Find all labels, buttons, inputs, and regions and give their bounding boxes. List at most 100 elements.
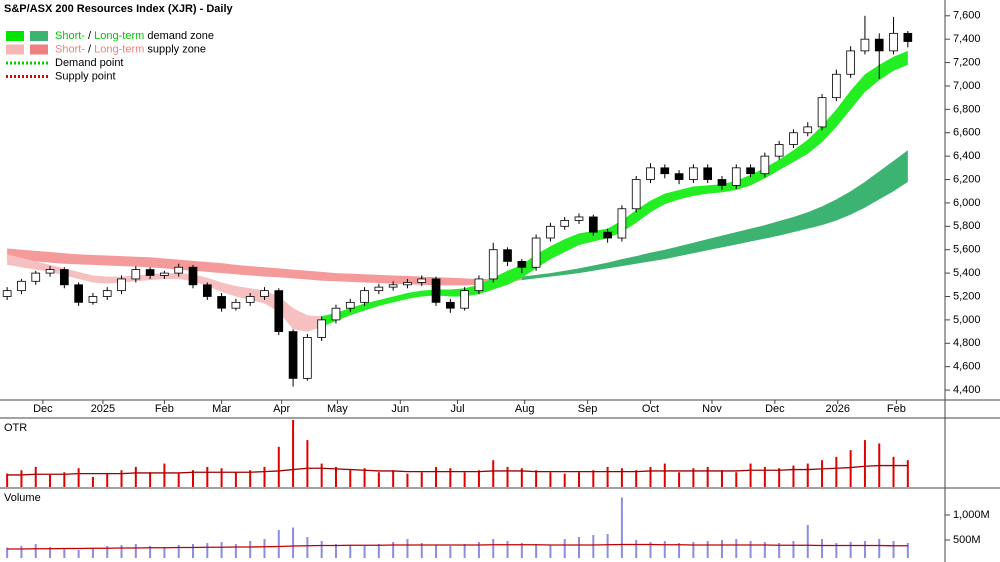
bar bbox=[49, 474, 52, 487]
bar bbox=[520, 543, 523, 558]
bar bbox=[63, 472, 66, 487]
bar bbox=[406, 539, 409, 558]
bar bbox=[20, 470, 23, 487]
bar bbox=[549, 472, 552, 487]
bar bbox=[563, 539, 566, 558]
x-tick-label: Apr bbox=[273, 403, 290, 415]
candle-body bbox=[731, 167, 741, 186]
legend-label: Demand point bbox=[55, 57, 124, 69]
bar bbox=[835, 456, 838, 487]
legend-swatch bbox=[30, 31, 48, 41]
candle-body bbox=[674, 173, 684, 180]
bar bbox=[778, 468, 781, 487]
bar bbox=[220, 542, 223, 558]
x-tick-label: Feb bbox=[887, 403, 906, 415]
bar bbox=[635, 470, 638, 487]
bar bbox=[449, 546, 452, 558]
bar bbox=[606, 534, 609, 558]
candle-body bbox=[546, 225, 555, 239]
bar bbox=[49, 547, 52, 558]
y-tick-label: 6,600 bbox=[953, 127, 981, 139]
bar bbox=[77, 550, 80, 558]
zone-band bbox=[7, 254, 322, 332]
x-tick-label: Feb bbox=[155, 403, 174, 415]
bar bbox=[234, 544, 237, 558]
bar bbox=[821, 539, 824, 558]
legend-swatch bbox=[6, 44, 24, 55]
bar bbox=[463, 472, 466, 487]
y-tick-label: 7,600 bbox=[953, 10, 981, 22]
x-tick-label: Dec bbox=[765, 403, 785, 415]
chart-title: S&P/ASX 200 Resources Index (XJR) - Dail… bbox=[4, 3, 234, 15]
legend-swatch bbox=[30, 44, 48, 55]
y-tick-label: 500M bbox=[953, 534, 981, 546]
candle-body bbox=[388, 284, 398, 288]
bar bbox=[578, 537, 581, 558]
y-tick-label: 4,400 bbox=[953, 384, 981, 396]
candle-body bbox=[474, 278, 484, 292]
bar bbox=[392, 470, 395, 487]
bar bbox=[620, 497, 623, 558]
candle-body bbox=[631, 179, 641, 210]
bar bbox=[678, 472, 681, 487]
bar bbox=[477, 470, 480, 487]
x-tick-label: Jul bbox=[450, 403, 464, 415]
candle-body bbox=[360, 290, 369, 303]
bar bbox=[749, 541, 752, 558]
x-tick-label: Sep bbox=[578, 403, 598, 415]
candle-body bbox=[646, 167, 655, 180]
candle-body bbox=[317, 319, 327, 338]
candle-body bbox=[617, 208, 627, 239]
candle-body bbox=[531, 237, 541, 268]
candle-body bbox=[245, 296, 255, 303]
bar bbox=[377, 472, 380, 487]
y-tick-label: 7,000 bbox=[953, 80, 981, 92]
bar bbox=[6, 473, 9, 487]
bar bbox=[563, 473, 566, 487]
bar bbox=[663, 541, 666, 558]
average-line bbox=[7, 543, 908, 550]
bar bbox=[706, 466, 709, 487]
bar bbox=[763, 466, 766, 487]
bar bbox=[91, 548, 94, 558]
bar bbox=[735, 539, 738, 558]
bar bbox=[220, 468, 223, 487]
bar bbox=[334, 544, 337, 558]
candle-body bbox=[17, 280, 26, 292]
candle-body bbox=[760, 155, 770, 175]
bar bbox=[806, 525, 809, 558]
bar bbox=[549, 545, 552, 558]
candle-body bbox=[260, 290, 269, 297]
legend-swatch bbox=[6, 31, 24, 41]
candle-body bbox=[717, 179, 727, 186]
average-line bbox=[7, 464, 908, 476]
bar bbox=[206, 543, 209, 558]
bar bbox=[63, 549, 66, 558]
legend-text: supply zone bbox=[144, 43, 206, 55]
candle-body bbox=[860, 38, 870, 52]
candle-body bbox=[45, 269, 55, 274]
panel-title: OTR bbox=[4, 422, 27, 434]
candle-body bbox=[102, 290, 112, 297]
y-tick-label: 6,000 bbox=[953, 197, 981, 209]
bar bbox=[606, 466, 609, 487]
bar bbox=[306, 440, 309, 487]
y-tick-label: 4,600 bbox=[953, 361, 981, 373]
y-tick-label: 5,200 bbox=[953, 290, 981, 302]
candle-body bbox=[874, 38, 884, 52]
legend-text: / bbox=[85, 43, 94, 55]
legend-label: Short- / Long-term supply zone bbox=[55, 43, 206, 55]
bar bbox=[892, 541, 895, 558]
bar bbox=[649, 466, 652, 487]
candle-body bbox=[789, 132, 798, 145]
candle-body bbox=[446, 301, 455, 309]
bar bbox=[249, 541, 252, 558]
bar bbox=[6, 547, 9, 558]
bar bbox=[792, 465, 795, 487]
bar bbox=[492, 539, 495, 558]
bar bbox=[435, 545, 438, 558]
candle-body bbox=[274, 290, 284, 332]
bar bbox=[535, 470, 538, 487]
bar bbox=[706, 541, 709, 558]
